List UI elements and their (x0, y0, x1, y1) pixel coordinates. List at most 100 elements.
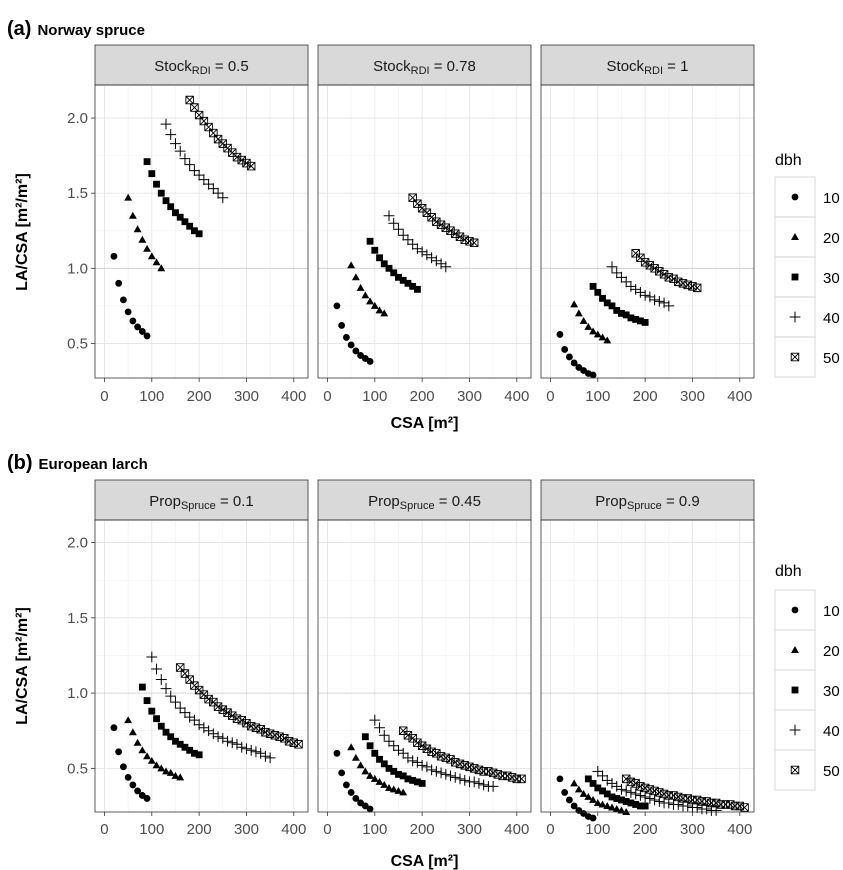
data-point (641, 318, 649, 326)
data-point (622, 798, 630, 805)
data-point (189, 165, 200, 177)
data-point (179, 707, 191, 719)
facet-strip (540, 479, 755, 521)
data-point (556, 775, 564, 783)
x-axis-title: CSA [m²] (391, 415, 459, 432)
data-point (426, 252, 437, 264)
data-point (347, 789, 355, 796)
strip-suffix: = 0.45 (435, 493, 481, 510)
legend-entry: 10 (774, 589, 840, 631)
data-point (207, 728, 219, 740)
data-point (212, 187, 224, 199)
legend-label: 10 (823, 190, 840, 207)
data-point (228, 711, 237, 720)
y-tick-label: 1.0 (67, 685, 88, 702)
legend-label: 10 (823, 603, 840, 620)
data-point (593, 330, 602, 338)
data-point (390, 269, 398, 277)
data-point (255, 747, 267, 759)
strip-subscript: RDI (192, 65, 211, 77)
panel-border (540, 84, 755, 379)
data-point (356, 761, 365, 769)
data-point (351, 753, 360, 761)
data-point (473, 778, 485, 789)
legend-entry: 30 (774, 256, 840, 298)
x-tick-label: 0 (323, 388, 331, 405)
data-point (157, 189, 165, 197)
x-tick-label: 200 (187, 388, 212, 405)
data-point (635, 286, 646, 298)
data-point (451, 229, 460, 238)
strip-subscript: RDI (644, 65, 663, 77)
legend-key (774, 336, 816, 378)
data-point (409, 776, 417, 784)
data-point (198, 722, 210, 734)
legend-label: 40 (823, 310, 840, 327)
facet-1: StockRDI = 0.5 0 100 200 300 400 0.5 1.0 1.5 2.0 (67, 44, 309, 405)
legend-title: dbh (775, 152, 802, 169)
data-point (333, 302, 341, 310)
data-point (203, 725, 214, 737)
data-point (402, 752, 414, 764)
data-point (592, 765, 604, 777)
data-point (115, 279, 123, 287)
data-point (366, 805, 374, 813)
data-point (162, 197, 170, 205)
data-point (250, 746, 262, 758)
data-point (186, 222, 194, 230)
y-tick-label: 1.5 (67, 185, 88, 202)
grid (318, 85, 531, 378)
data-point (608, 803, 616, 811)
data-point (632, 801, 640, 808)
data-point (407, 238, 419, 250)
data-point (333, 749, 341, 757)
facet-2: PropSpruce = 0.45 0 100 200 300 400 (317, 479, 532, 838)
y-tick-label: 0.5 (67, 335, 88, 352)
strip-suffix: = 0.1 (216, 493, 254, 510)
data-point (157, 722, 165, 730)
data-point (574, 785, 583, 793)
data-point (124, 773, 132, 781)
facet-3: PropSpruce = 0.9 0 100 200 300 400 (540, 479, 755, 838)
x-tick-label: 200 (633, 821, 658, 838)
data-point (213, 702, 223, 711)
data-point (599, 294, 606, 302)
data-point (478, 779, 490, 791)
data-point (603, 336, 612, 344)
strip-suffix: = 0.5 (211, 58, 249, 75)
legend-symbol (789, 311, 801, 323)
data-point (217, 192, 229, 204)
data-point (412, 243, 423, 255)
data-point (740, 803, 749, 812)
data-point (603, 299, 611, 307)
data-point (128, 211, 137, 219)
data-point (167, 203, 175, 211)
data-point (622, 311, 630, 319)
data-point (165, 129, 177, 140)
panel-label: (b) European larch (7, 452, 148, 474)
strip-suffix: = 1 (663, 58, 688, 75)
x-tick-label: 400 (727, 388, 752, 405)
data-point (195, 751, 203, 759)
data-point (232, 152, 242, 162)
data-point (147, 252, 156, 260)
data-point (374, 722, 385, 734)
strip-prefix: Stock (373, 58, 411, 75)
series-dbh-40 (369, 714, 499, 792)
facet-strip (94, 44, 309, 86)
x-tick-label: 0 (100, 821, 108, 838)
data-point (608, 302, 616, 310)
data-point (160, 118, 172, 130)
data-point (110, 252, 118, 260)
data-point (636, 802, 644, 810)
data-point (148, 170, 156, 178)
data-point (469, 238, 479, 247)
x-tick-label: 0 (100, 388, 108, 405)
legend-entry: 20 (774, 216, 840, 258)
data-point (143, 752, 152, 760)
data-point (388, 217, 400, 229)
y-axis-title: LA/CSA [m²/m²] (14, 607, 31, 725)
data-point (138, 235, 147, 243)
x-tick-label: 400 (504, 388, 529, 405)
